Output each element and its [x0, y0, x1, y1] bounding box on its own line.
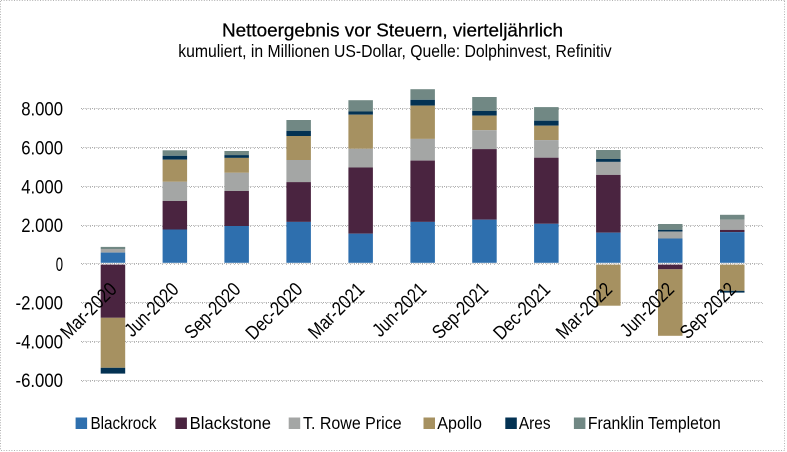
svg-text:Nettoergebnis vor Steuern, vie: Nettoergebnis vor Steuern, vierteljährli…: [222, 19, 563, 40]
svg-text:Blackstone: Blackstone: [190, 413, 271, 433]
svg-text:Blackrock: Blackrock: [91, 413, 157, 433]
svg-text:-6.000: -6.000: [16, 370, 64, 392]
svg-text:0: 0: [56, 254, 63, 276]
svg-text:-2.000: -2.000: [16, 293, 64, 315]
svg-text:8.000: 8.000: [21, 99, 63, 121]
svg-text:Franklin Templeton: Franklin Templeton: [588, 413, 721, 433]
svg-text:2.000: 2.000: [21, 215, 63, 237]
svg-text:6.000: 6.000: [21, 137, 63, 159]
svg-text:-4.000: -4.000: [16, 331, 64, 353]
svg-text:Ares: Ares: [519, 413, 551, 433]
svg-text:4.000: 4.000: [21, 176, 63, 198]
svg-text:T. Rowe Price: T. Rowe Price: [303, 413, 402, 433]
svg-text:kumuliert, in Millionen US-Dol: kumuliert, in Millionen US-Dollar, Quell…: [178, 41, 612, 61]
svg-text:Apollo: Apollo: [437, 413, 482, 433]
